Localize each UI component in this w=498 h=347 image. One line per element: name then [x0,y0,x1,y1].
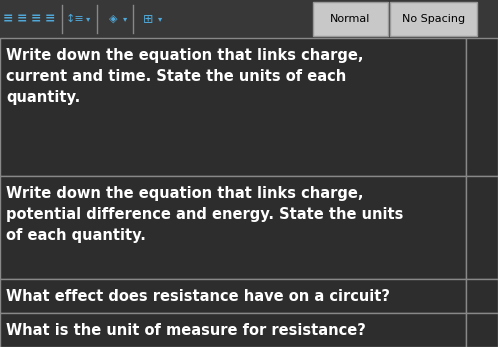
Text: Normal: Normal [330,14,371,24]
Text: ≡: ≡ [17,12,27,25]
Text: ◈: ◈ [109,14,117,24]
Text: ▾: ▾ [86,15,90,24]
Bar [0,313,466,347]
Text: ≡: ≡ [45,12,55,25]
Text: ⊞: ⊞ [143,12,153,25]
Bar [390,2,477,36]
Bar [0,38,466,176]
Text: ≡: ≡ [3,12,13,25]
Bar [0,279,466,313]
Text: Write down the equation that links charge,
potential difference and energy. Stat: Write down the equation that links charg… [6,186,403,243]
Text: What effect does resistance have on a circuit?: What effect does resistance have on a ci… [6,289,390,304]
Text: ▾: ▾ [158,15,162,24]
Bar [466,279,498,313]
Bar [466,176,498,279]
Bar [466,38,498,176]
Bar [313,2,388,36]
Bar [0,0,498,38]
Text: What is the unit of measure for resistance?: What is the unit of measure for resistan… [6,323,366,338]
Bar [0,176,466,279]
Text: ↕≡: ↕≡ [66,14,84,24]
Text: No Spacing: No Spacing [402,14,465,24]
Text: ▾: ▾ [123,15,127,24]
Text: ≡: ≡ [31,12,41,25]
Bar [466,313,498,347]
Text: Write down the equation that links charge,
current and time. State the units of : Write down the equation that links charg… [6,48,364,105]
